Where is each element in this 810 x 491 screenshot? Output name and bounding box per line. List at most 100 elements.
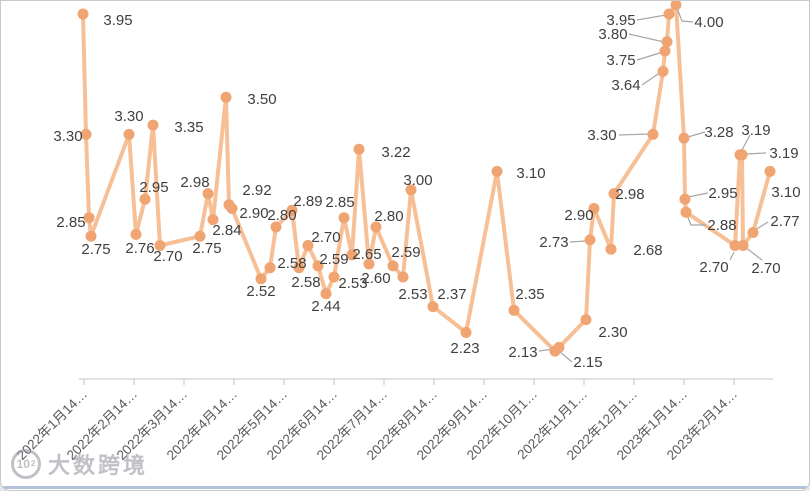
data-point-label: 2.58 [291,274,320,291]
data-point-marker [553,341,565,353]
data-point-label: 2.85 [56,214,85,231]
data-point-label: 2.58 [277,255,306,272]
data-point-marker [584,234,596,246]
label-leader-line [729,251,735,261]
data-point-label: 2.13 [508,344,537,361]
data-point-label: 3.95 [103,12,132,29]
data-point-label: 2.75 [81,241,110,258]
data-point-marker [680,206,692,218]
data-point-marker [737,240,749,251]
label-leader-line [741,134,751,151]
data-point-label: 2.30 [598,324,627,341]
data-point-label: 2.95 [708,185,737,202]
data-point-marker [123,128,135,140]
data-point-label: 3.00 [403,172,432,189]
data-point-marker [605,243,617,255]
data-point-label: 2.80 [267,207,296,224]
data-point-marker [764,165,776,177]
label-leader-line [559,351,573,363]
data-point-marker [747,227,759,238]
data-point-marker [154,240,166,251]
data-point-marker [663,8,675,20]
data-point-marker [264,262,276,274]
data-point-label: 2.37 [437,286,466,303]
data-point-marker [328,271,340,283]
data-point-label: 3.10 [516,165,545,182]
data-point-marker [346,249,358,261]
label-leader-line [636,51,664,61]
data-point-marker [460,327,472,338]
data-point-label: 3.19 [769,145,798,162]
data-point-marker [678,132,690,144]
data-point-marker [729,240,741,251]
data-point-marker [659,45,671,57]
data-point-label: 2.80 [374,208,403,225]
data-point-label: 2.60 [361,270,390,287]
data-point-marker [427,301,439,313]
data-point-label: 2.89 [293,193,322,210]
data-point-label: 2.98 [180,174,209,191]
data-point-marker [85,230,97,242]
data-point-marker [139,193,151,205]
data-point-label: 3.80 [598,26,627,43]
data-point-label: 2.88 [707,217,736,234]
data-point-label: 2.85 [325,194,354,211]
data-point-marker [491,165,503,177]
data-point-label: 2.59 [391,244,420,261]
data-point-label: 2.92 [242,182,271,199]
data-point-label: 2.70 [699,259,728,276]
data-point-marker [293,262,305,274]
data-point-label: 2.90 [564,207,593,224]
data-point-label: 3.75 [606,52,635,69]
data-point-marker [207,214,219,226]
label-leader-line [618,133,651,136]
data-point-label: 4.00 [694,14,723,31]
label-leader-line [676,7,694,23]
data-point-marker [661,36,673,48]
data-point-label: 3.30 [114,108,143,125]
data-point-label: 2.65 [352,246,381,263]
label-leader-line [754,221,769,231]
data-point-marker [387,260,399,272]
data-point-label: 3.30 [587,127,616,144]
label-leader-line [744,246,763,261]
label-leader-line [641,71,662,86]
data-point-label: 2.35 [515,286,544,303]
data-point-label: 2.76 [125,240,154,257]
label-leader-line [636,14,667,21]
data-point-label: 3.19 [741,122,770,139]
data-point-marker [588,203,600,214]
data-point-label: 2.68 [633,242,662,259]
data-point-label: 2.23 [450,340,479,357]
series-line [81,2,772,354]
data-point-marker [397,271,409,283]
data-point-label: 2.15 [573,354,602,371]
data-point-marker [202,188,214,200]
label-leader-lines [538,7,769,363]
data-point-marker [226,203,238,214]
data-point-marker [147,119,159,131]
data-point-marker [312,260,324,272]
data-point-label: 3.95 [606,12,635,29]
label-leader-line [686,214,706,226]
data-point-marker [320,288,332,300]
data-point-label: 2.70 [153,248,182,265]
data-point-marker [405,184,417,196]
data-point-marker [77,8,89,20]
data-point-marker [353,143,365,155]
data-point-labels: 3.95 3.30 2.85 2.75 3.30 2.76 2.95 3.35 2.70 2.75… [53,12,800,371]
data-point-label: 2.84 [212,222,241,239]
data-point-marker [736,149,748,161]
data-point-marker [608,188,620,200]
data-point-marker [80,128,92,140]
data-point-marker [363,258,375,270]
data-point-label: 3.10 [771,184,800,201]
data-point-label: 3.50 [247,91,276,108]
label-leader-line [569,240,587,243]
data-point-marker [338,212,350,224]
data-point-markers [77,1,776,357]
data-point-marker [580,314,592,326]
data-point-label: 2.70 [751,260,780,277]
x-axis: 2022年1月14…2022年2月14…2022年3月14…2022年4月14…… [14,378,773,463]
